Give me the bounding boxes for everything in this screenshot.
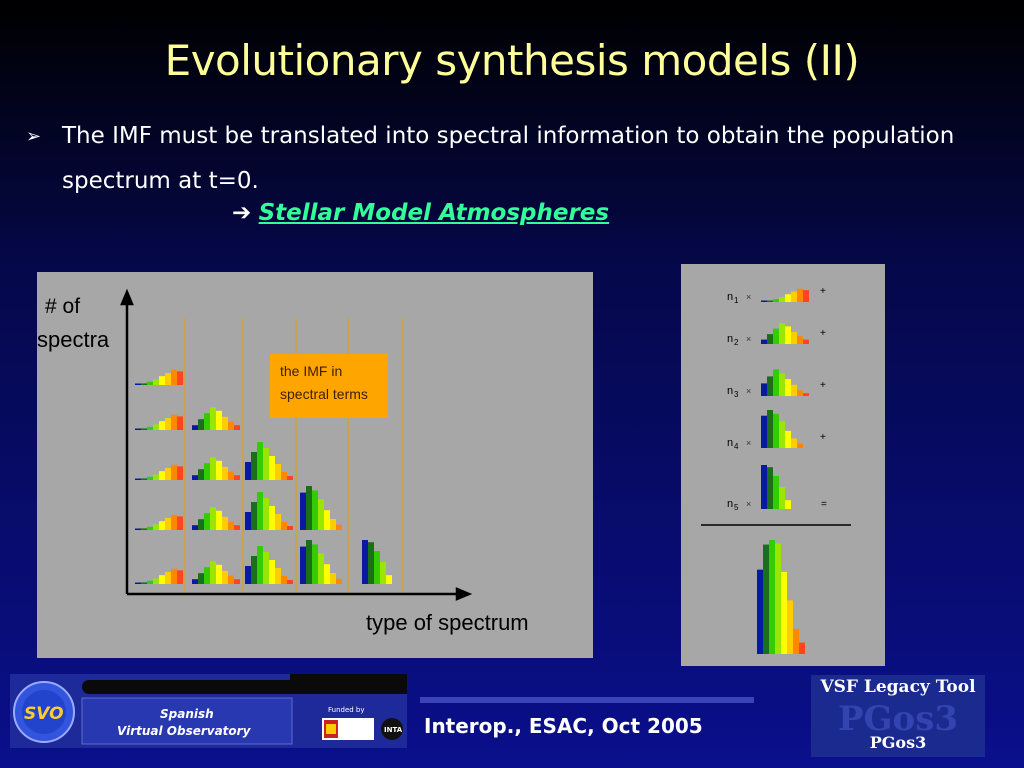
imf-box-line1: the IMF in (280, 363, 342, 379)
spectrum-glyph (761, 323, 809, 344)
arrow-right-icon: ➔ (232, 200, 252, 226)
spectrum-glyph (135, 414, 183, 430)
multiply-sign: × (746, 499, 751, 509)
weighted-sum-figure: n 1 × + n 2 × + n 3 × + n 4 × + n 5 × = (681, 264, 885, 666)
operator-sign: + (820, 328, 826, 339)
operator-sign: + (820, 380, 826, 391)
spectrum-glyph (300, 540, 342, 584)
operator-sign: = (821, 499, 827, 510)
imf-spectra-figure: # of spectra type of spectrum the IMF in… (37, 272, 593, 658)
axes (120, 288, 473, 601)
spectrum-glyph (245, 492, 293, 530)
weight-label: n (727, 291, 733, 303)
svo-logo: SVO Spanish Virtual Observatory Funded b… (10, 674, 407, 748)
spectrum-glyph (192, 507, 240, 530)
weight-subscript: 2 (734, 338, 739, 347)
multiply-sign: × (746, 292, 751, 302)
weight-label: n (727, 385, 733, 397)
spectrum-glyph (761, 288, 809, 302)
weight-label: n (727, 333, 733, 345)
svo-name-line2: Virtual Observatory (117, 724, 252, 738)
svo-logo-text: SVO (24, 704, 64, 724)
stellar-atmospheres-line: ➔ Stellar Model Atmospheres (232, 200, 609, 226)
stellar-model-atmospheres-link[interactable]: Stellar Model Atmospheres (258, 200, 610, 226)
bullet-arrow-icon: ➢ (26, 126, 42, 147)
weight-label: n (727, 498, 733, 510)
pgos3-watermark: PGos3 (837, 699, 959, 739)
spectrum-glyph (192, 407, 240, 430)
x-axis-label: type of spectrum (366, 610, 529, 635)
vsf-legacy-tool-logo: PGos3 VSF Legacy Tool PGos3 (811, 675, 985, 757)
spectrum-glyph (362, 540, 392, 584)
weight-label: n (727, 437, 733, 449)
spectrum-glyph (245, 546, 293, 584)
footer-separator (420, 697, 754, 703)
svo-name-line1: Spanish (160, 707, 214, 721)
y-axis-label-line1: # of (45, 295, 80, 318)
weight-subscript: 1 (734, 296, 739, 305)
spectrum-glyph (135, 464, 183, 480)
weighted-sum-diagram: n 1 × +n 2 × +n 3 × +n 4 × +n 5 × = (701, 286, 851, 654)
spectrum-glyph (135, 514, 183, 530)
funded-by-label: Funded by (328, 706, 365, 714)
spectrum-glyph (192, 561, 240, 584)
inta-logo-text: INTA (384, 726, 403, 734)
spectrum-glyph (300, 486, 342, 530)
y-axis-label-line2: spectra (37, 327, 110, 352)
spectrum-glyph (761, 465, 791, 509)
imf-spectra-diagram: # of spectra type of spectrum the IMF in… (37, 288, 529, 635)
event-label: Interop., ESAC, Oct 2005 (424, 714, 703, 738)
spectrum-glyph (135, 568, 183, 584)
imf-box (270, 354, 388, 418)
slide-title: Evolutionary synthesis models (II) (164, 36, 860, 85)
multiply-sign: × (746, 386, 751, 396)
multiply-sign: × (746, 438, 751, 448)
svo-banner: SVO Spanish Virtual Observatory Funded b… (10, 674, 407, 748)
spectrum-glyph (192, 457, 240, 480)
imf-box-line2: spectral terms (280, 386, 368, 402)
spectrum-glyph (761, 410, 803, 448)
weight-subscript: 5 (734, 503, 739, 512)
spectrum-glyph (761, 369, 809, 396)
operator-sign: + (820, 432, 826, 443)
weight-subscript: 4 (734, 442, 739, 451)
spectrum-glyph (245, 442, 293, 480)
multiply-sign: × (746, 334, 751, 344)
vsf-subtitle: PGos3 (869, 733, 927, 752)
operator-sign: + (820, 286, 826, 297)
spectrum-glyph (135, 369, 183, 385)
result-spectrum-glyph (757, 540, 805, 654)
vsf-title: VSF Legacy Tool (820, 677, 976, 697)
bullet-text: The IMF must be translated into spectral… (62, 123, 955, 194)
weight-subscript: 3 (734, 390, 739, 399)
